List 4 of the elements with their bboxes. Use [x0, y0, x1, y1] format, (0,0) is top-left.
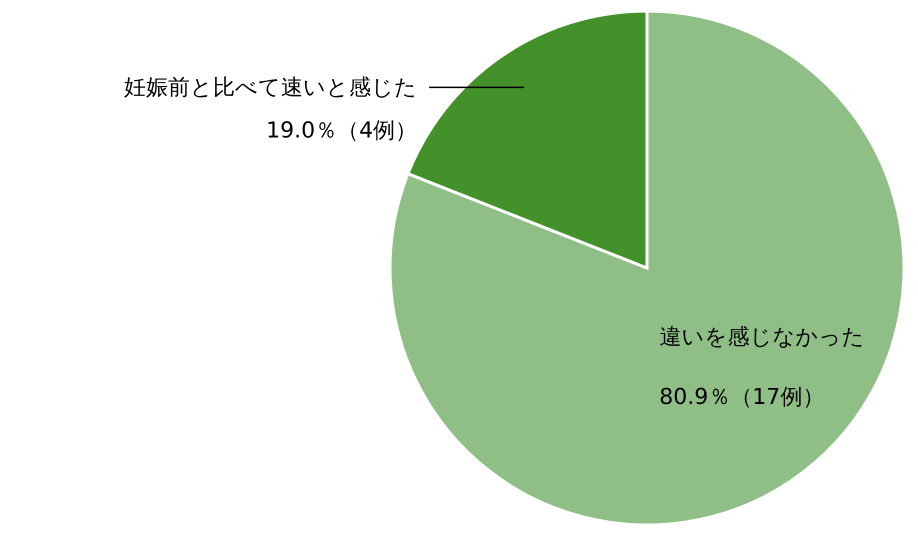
data-label: 19.0％（4例） — [266, 118, 418, 144]
slice-label: 妊娠前と比べて速いと感じた — [124, 75, 418, 100]
data-label: 80.9％（17例） — [659, 385, 824, 410]
slice-label: 違いを感じなかった — [659, 325, 864, 350]
